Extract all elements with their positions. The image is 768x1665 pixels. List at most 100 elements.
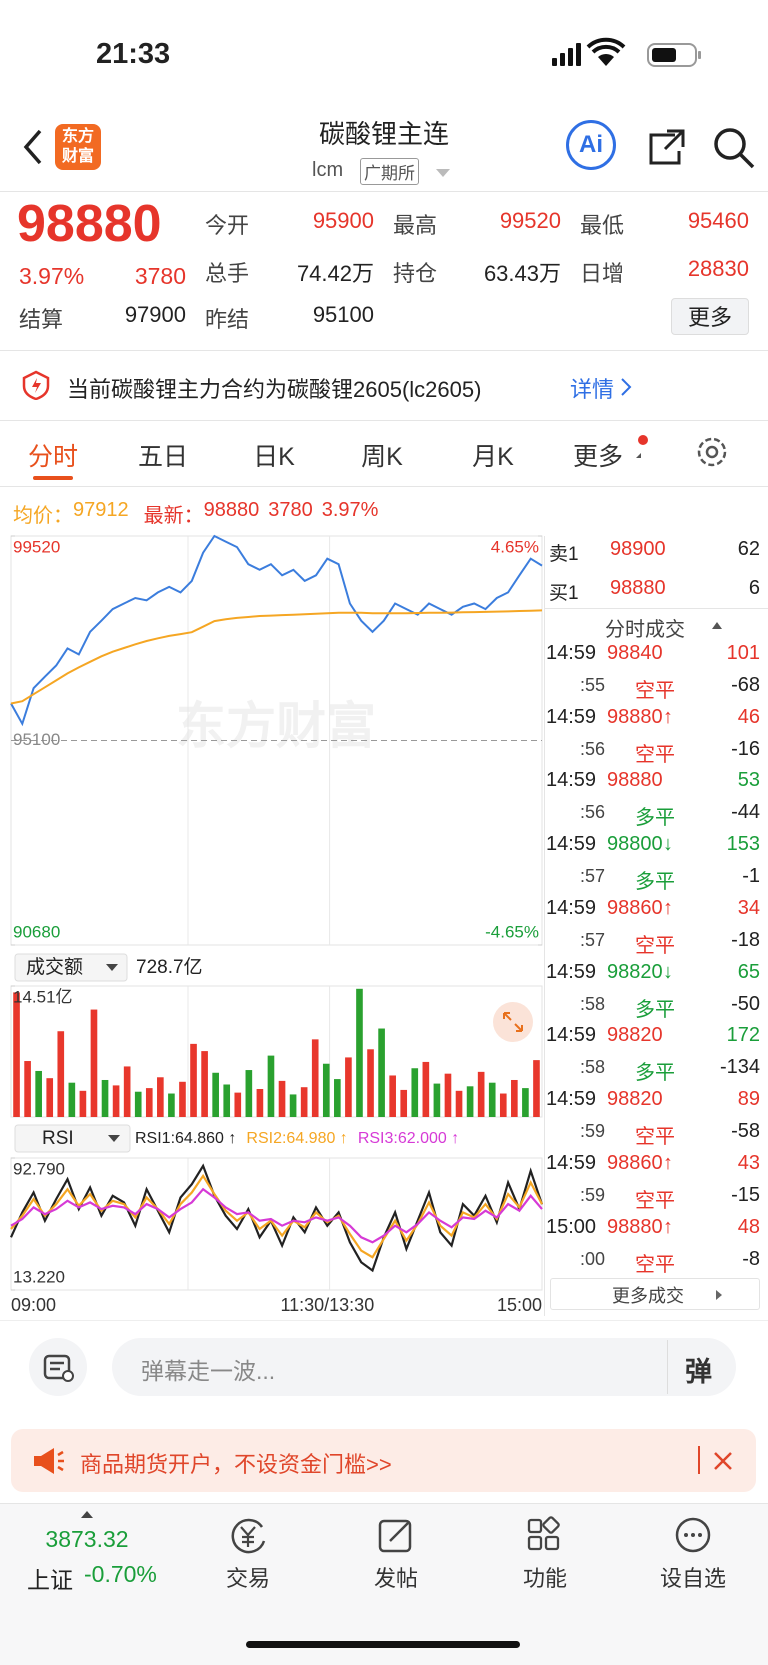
share-button[interactable] <box>645 125 689 169</box>
field-value: 95100 <box>312 302 374 327</box>
volume-bar <box>157 1077 164 1117</box>
volume-bar <box>533 1060 540 1117</box>
trade-time: 14:59 <box>546 1151 597 1174</box>
indicator-select[interactable] <box>14 1124 131 1153</box>
trade-change: -58 <box>731 1120 760 1143</box>
trade-change: -68 <box>731 673 760 696</box>
index-expand[interactable] <box>79 1509 95 1519</box>
logo-text: 东方 <box>61 128 94 145</box>
trade-volume: 153 <box>726 833 760 856</box>
tab[interactable]: 更多 <box>572 443 623 471</box>
nav-item[interactable]: 设自选 <box>659 1566 726 1591</box>
notice-link-arrow <box>621 378 632 396</box>
trade-icon <box>231 1518 266 1554</box>
expand-button[interactable] <box>493 1002 533 1042</box>
volume-bar <box>57 1031 65 1117</box>
volume-bar <box>444 1073 452 1117</box>
search-button[interactable] <box>711 125 757 171</box>
ad-close[interactable] <box>712 1450 734 1472</box>
volume-bar <box>35 1070 42 1117</box>
field-value: 28830 <box>687 256 749 281</box>
tab[interactable]: 周K <box>361 443 403 471</box>
sort-arrow <box>712 622 722 629</box>
book-volume: 6 <box>748 577 760 599</box>
trade-change: -18 <box>731 928 760 951</box>
last-price: 98880 <box>17 195 162 253</box>
panel-frame <box>10 1157 543 1291</box>
back-button[interactable] <box>18 127 48 167</box>
danmaku-button[interactable]: 弹 <box>685 1357 712 1387</box>
trade-time: 14:59 <box>546 769 597 792</box>
tab[interactable]: 日K <box>253 443 295 471</box>
nav-item[interactable]: 交易 <box>225 1566 270 1591</box>
tab[interactable]: 分时 <box>27 443 78 471</box>
trade-kind: 空平 <box>635 679 675 702</box>
trade-time: 14:59 <box>546 705 597 728</box>
trade-price: 98860 <box>607 1151 663 1174</box>
nav-item[interactable]: 发帖 <box>373 1566 418 1591</box>
trade-volume: 46 <box>737 705 760 728</box>
trade-price: 98880 <box>607 705 663 728</box>
volume-bar <box>477 1071 485 1117</box>
index-change: -0.70% <box>84 1561 157 1587</box>
y-tick-label: 92.790 <box>13 1159 65 1178</box>
trade-volume: 34 <box>737 896 760 919</box>
trade-price: 98820 <box>607 1024 663 1047</box>
exchange-dropdown[interactable] <box>435 167 451 179</box>
danmaku-toggle[interactable] <box>27 1336 89 1398</box>
bottom-nav <box>0 1503 768 1665</box>
volume-bar <box>179 1081 186 1117</box>
tab-indicator <box>33 476 73 480</box>
notice-link[interactable]: 详情 <box>570 377 615 402</box>
volume-bar <box>79 1090 87 1117</box>
volume-bar <box>522 1088 529 1117</box>
nav-item[interactable]: 功能 <box>522 1566 567 1591</box>
trade-change: -15 <box>731 1183 760 1206</box>
trade-time: 14:59 <box>546 833 597 856</box>
expand-icon <box>503 1012 523 1032</box>
change: 3780 <box>134 263 186 289</box>
trade-time: 14:59 <box>546 1088 597 1111</box>
field-label: 昨结 <box>205 307 250 332</box>
latest-label: 最新： <box>143 505 204 527</box>
tab[interactable]: 月K <box>472 443 514 471</box>
volume-bar <box>400 1089 408 1117</box>
trade-arrow: ↑ <box>663 896 673 919</box>
field-value: 74.42万 <box>296 261 374 286</box>
tab-more-mark <box>636 435 648 458</box>
field-value: 95900 <box>312 208 374 233</box>
tab[interactable]: 五日 <box>137 443 188 471</box>
volume-bar <box>201 1051 208 1117</box>
ad-banner[interactable] <box>11 1429 756 1492</box>
y2-tick-label: 4.65% <box>491 537 539 556</box>
trade-subtime: :59 <box>579 1184 605 1205</box>
trade-subtime: :00 <box>579 1248 605 1269</box>
trade-arrow: ↑ <box>663 1215 673 1238</box>
trade-kind: 空平 <box>635 1189 675 1212</box>
volume-bar <box>168 1093 175 1117</box>
panel-frame <box>10 985 543 1118</box>
comment-input[interactable] <box>112 1338 736 1396</box>
more-button[interactable]: 更多 <box>671 298 749 335</box>
settings-button[interactable] <box>694 434 730 470</box>
field-value: 99520 <box>499 208 561 233</box>
avg-value: 97912 <box>73 499 129 521</box>
volume-bar <box>68 1082 76 1117</box>
volume-bar <box>234 1092 242 1117</box>
volume-bar <box>433 1083 441 1117</box>
more-trades-button[interactable] <box>550 1278 760 1310</box>
indicator-select[interactable] <box>14 953 128 982</box>
ad-icon <box>34 1448 64 1474</box>
trade-subtime: :57 <box>579 866 605 887</box>
field-label: 结算 <box>19 307 64 332</box>
trade-kind: 多平 <box>635 1062 675 1085</box>
trade-subtime: :58 <box>579 993 605 1014</box>
volume-bar <box>378 1028 385 1117</box>
ai-button[interactable]: Ai <box>566 120 616 170</box>
volume-bar <box>256 1089 264 1117</box>
book-price: 98900 <box>610 538 666 560</box>
field-label: 最高 <box>393 213 438 238</box>
trade-volume: 48 <box>737 1215 760 1238</box>
trade-time: 14:59 <box>546 896 597 919</box>
